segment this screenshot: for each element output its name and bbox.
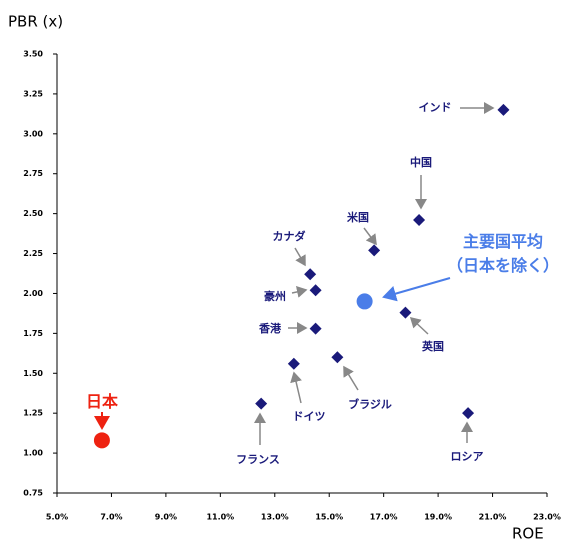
- point: [399, 306, 412, 319]
- point-label: 米国: [346, 210, 369, 224]
- point-label: 主要国平均（日本を除く）: [447, 232, 559, 275]
- y-tick-label: 2.00: [23, 289, 43, 298]
- x-tick-label: 15.0%: [315, 513, 343, 522]
- point: [462, 407, 475, 420]
- point-label: 中国: [410, 155, 432, 169]
- point: [255, 397, 268, 410]
- x-tick-label: 11.0%: [206, 513, 234, 522]
- point-label: フランス: [236, 453, 280, 466]
- x-tick-label: 13.0%: [261, 513, 289, 522]
- y-tick-label: 1.75: [23, 329, 43, 338]
- x-axis-title: ROE: [512, 525, 544, 543]
- point-label: 香港: [258, 321, 282, 335]
- y-tick-label: 1.50: [23, 369, 43, 378]
- x-tick-label: 19.0%: [424, 513, 452, 522]
- y-tick-label: 3.00: [23, 129, 43, 138]
- x-tick-label: 7.0%: [100, 513, 122, 522]
- point-label: ドイツ: [293, 410, 326, 423]
- label-arrow: [409, 316, 429, 335]
- label-arrow: [382, 277, 451, 302]
- y-axis-title: PBR (x): [8, 13, 63, 31]
- y-tick-label: 1.00: [23, 449, 43, 458]
- x-tick-label: 21.0%: [479, 513, 507, 522]
- x-tick-label: 23.0%: [533, 513, 561, 522]
- label-arrow: [363, 227, 377, 246]
- point-label: 豪州: [264, 289, 286, 303]
- label-arrow: [294, 247, 306, 267]
- label-arrow: [343, 365, 359, 391]
- y-tick-label: 1.25: [23, 409, 43, 418]
- point-label: カナダ: [273, 229, 306, 243]
- point-label: インド: [419, 101, 452, 114]
- point: [413, 214, 426, 227]
- x-tick-label: 17.0%: [370, 513, 398, 522]
- point-label: ロシア: [451, 450, 484, 463]
- point: [309, 322, 322, 335]
- point-label: 日本: [86, 392, 118, 411]
- point: [497, 103, 510, 116]
- x-tick-label: 5.0%: [46, 513, 68, 522]
- y-tick-label: 3.25: [23, 89, 43, 98]
- y-tick-label: 2.25: [23, 249, 43, 258]
- label-arrow: [290, 371, 302, 404]
- point: [356, 293, 373, 310]
- label-arrow: [291, 286, 308, 298]
- point: [93, 432, 110, 449]
- point-label: 英国: [421, 339, 444, 353]
- point: [331, 351, 344, 364]
- point: [368, 244, 381, 257]
- y-tick-label: 0.75: [23, 489, 43, 498]
- point: [304, 268, 317, 281]
- x-tick-label: 9.0%: [155, 513, 177, 522]
- point: [309, 284, 322, 297]
- y-tick-label: 2.75: [23, 169, 43, 178]
- y-tick-label: 2.50: [23, 209, 43, 218]
- y-tick-label: 3.50: [23, 50, 43, 59]
- point: [287, 357, 300, 370]
- point-label: ブラジル: [348, 397, 392, 411]
